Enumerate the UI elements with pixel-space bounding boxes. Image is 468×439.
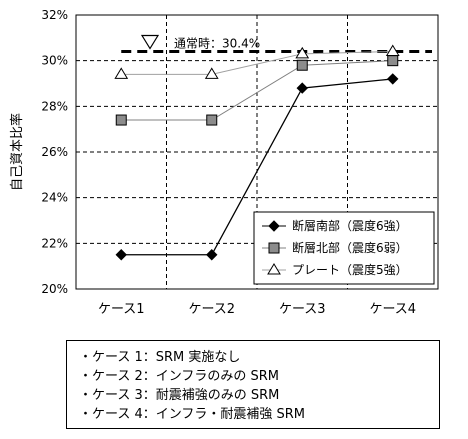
y-tick-label: 24%	[41, 191, 68, 205]
case-note-4: ・ケース 4：インフラ・耐震補強 SRM	[79, 407, 305, 422]
data-point	[114, 67, 129, 79]
reference-line-label: 通常時：30.4%	[174, 37, 260, 51]
legend-swatch-marker	[268, 242, 280, 254]
data-point	[204, 67, 219, 79]
plot-frame	[75, 14, 439, 290]
legend: 断層南部（震度6強） 断層北部（震度6弱） プレート（震度5強）	[253, 211, 435, 285]
y-tick-labels: 20% 22% 24% 26% 28% 30% 32%	[41, 8, 68, 296]
data-point	[385, 44, 400, 57]
x-tick-label: ケース1	[98, 302, 145, 317]
y-tick-label: 28%	[41, 99, 68, 113]
data-point	[387, 55, 399, 67]
x-tick-label: ケース4	[369, 302, 416, 317]
legend-swatch-marker	[267, 263, 281, 275]
legend-swatch-marker	[268, 220, 280, 232]
y-tick-label: 20%	[41, 282, 68, 296]
y-tick-label: 30%	[41, 54, 68, 68]
y-tick-label: 22%	[41, 236, 68, 250]
data-point	[115, 249, 127, 261]
reference-line-group: 通常時：30.4%	[121, 34, 432, 54]
data-point	[296, 82, 308, 94]
series-1	[115, 73, 399, 261]
series-3	[114, 44, 400, 79]
data-point	[295, 46, 310, 59]
case-note-2: ・ケース 2：インフラのみの SRM	[79, 369, 279, 384]
series-group	[114, 44, 400, 261]
series-line	[121, 60, 393, 121]
y-tick-label: 26%	[41, 145, 68, 159]
case-note-1: ・ケース 1：SRM 実施なし	[79, 350, 241, 365]
data-point	[296, 59, 308, 71]
x-tick-labels: ケース1 ケース2 ケース3 ケース4	[98, 302, 416, 317]
case-note-3: ・ケース 3：耐震補強のみの SRM	[79, 388, 280, 403]
x-tick-label: ケース3	[279, 302, 326, 317]
legend-entry-label: 断層北部（震度6弱）	[292, 240, 408, 255]
x-tick-label: ケース2	[188, 302, 235, 317]
case-notes-box: ・ケース 1：SRM 実施なし ・ケース 2：インフラのみの SRM ・ケース …	[66, 340, 440, 429]
legend-entry-label: 断層南部（震度6強）	[292, 218, 408, 233]
series-line	[121, 51, 393, 75]
reference-marker-icon	[140, 34, 160, 50]
series-line	[121, 78, 393, 256]
data-point	[206, 249, 218, 261]
y-tick-label: 32%	[41, 8, 68, 22]
data-point	[206, 114, 218, 126]
y-axis-label: 自己資本比率	[9, 113, 25, 191]
data-point	[115, 114, 127, 126]
legend-entry-label: プレート（震度5強）	[292, 262, 408, 277]
data-point	[387, 73, 399, 85]
